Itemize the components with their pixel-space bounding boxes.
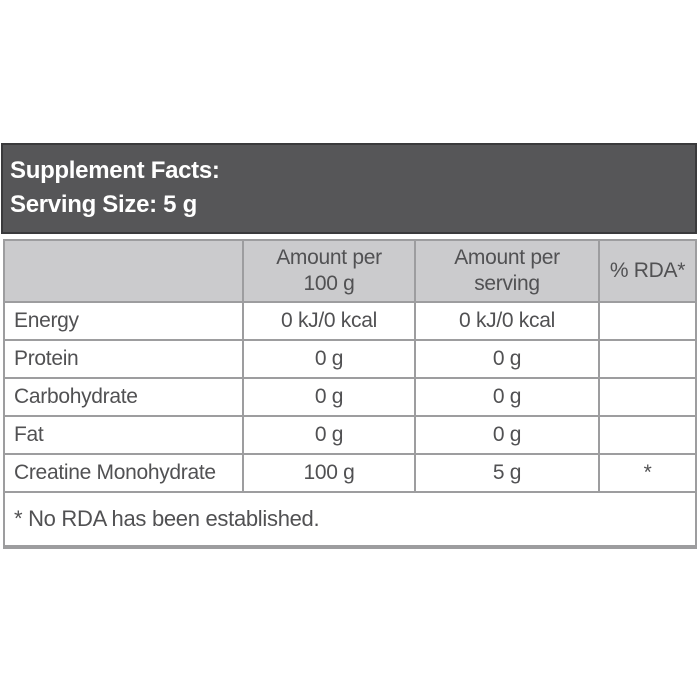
rda-value — [598, 415, 697, 455]
serving-size: Serving Size: 5 g — [10, 191, 197, 218]
column-header-rda: % RDA* — [598, 239, 697, 303]
row-label: Creatine Monohydrate — [3, 453, 244, 493]
amount-per-serving: 0 g — [414, 339, 600, 379]
table-row-energy: Energy 0 kJ/0 kcal 0 kJ/0 kcal — [3, 301, 697, 341]
row-label: Protein — [3, 339, 244, 379]
footnote-row: * No RDA has been established. — [3, 491, 697, 549]
amount-per-100g: 0 g — [242, 377, 416, 417]
column-header-line2: 100 g — [303, 272, 355, 295]
amount-per-100g: 0 g — [242, 415, 416, 455]
rda-value — [598, 339, 697, 379]
amount-per-100g: 100 g — [242, 453, 416, 493]
label-title: Supplement Facts: — [10, 157, 220, 184]
label-title-bar: Supplement Facts: Serving Size: 5 g — [1, 143, 697, 234]
header-row: Amount per 100 g Amount per serving % RD… — [3, 239, 697, 303]
column-header-per-100g: Amount per 100 g — [242, 239, 416, 303]
column-header-line2: serving — [474, 272, 540, 295]
column-header-line1: Amount per — [276, 246, 382, 269]
rda-value — [598, 377, 697, 417]
table-row-fat: Fat 0 g 0 g — [3, 415, 697, 455]
amount-per-100g: 0 kJ/0 kcal — [242, 301, 416, 341]
rda-footnote: * No RDA has been established. — [3, 491, 697, 549]
facts-table-header: Amount per 100 g Amount per serving % RD… — [3, 239, 697, 303]
amount-per-100g: 0 g — [242, 339, 416, 379]
table-row-creatine-monohydrate: Creatine Monohydrate 100 g 5 g * — [3, 453, 697, 493]
facts-table: Amount per 100 g Amount per serving % RD… — [3, 239, 697, 549]
column-header-per-serving: Amount per serving — [414, 239, 600, 303]
column-header-line1: % RDA* — [609, 259, 686, 282]
amount-per-serving: 0 g — [414, 415, 600, 455]
amount-per-serving: 5 g — [414, 453, 600, 493]
column-header-blank — [3, 239, 244, 303]
amount-per-serving: 0 g — [414, 377, 600, 417]
row-label: Energy — [3, 301, 244, 341]
amount-per-serving: 0 kJ/0 kcal — [414, 301, 600, 341]
column-header-line1: Amount per — [454, 246, 560, 269]
table-row-protein: Protein 0 g 0 g — [3, 339, 697, 379]
facts-table-body: Energy 0 kJ/0 kcal 0 kJ/0 kcal Protein 0… — [3, 301, 697, 493]
rda-value — [598, 301, 697, 341]
table-row-carbohydrate: Carbohydrate 0 g 0 g — [3, 377, 697, 417]
facts-table-footer: * No RDA has been established. — [3, 491, 697, 549]
row-label: Fat — [3, 415, 244, 455]
row-label: Carbohydrate — [3, 377, 244, 417]
rda-value: * — [598, 453, 697, 493]
